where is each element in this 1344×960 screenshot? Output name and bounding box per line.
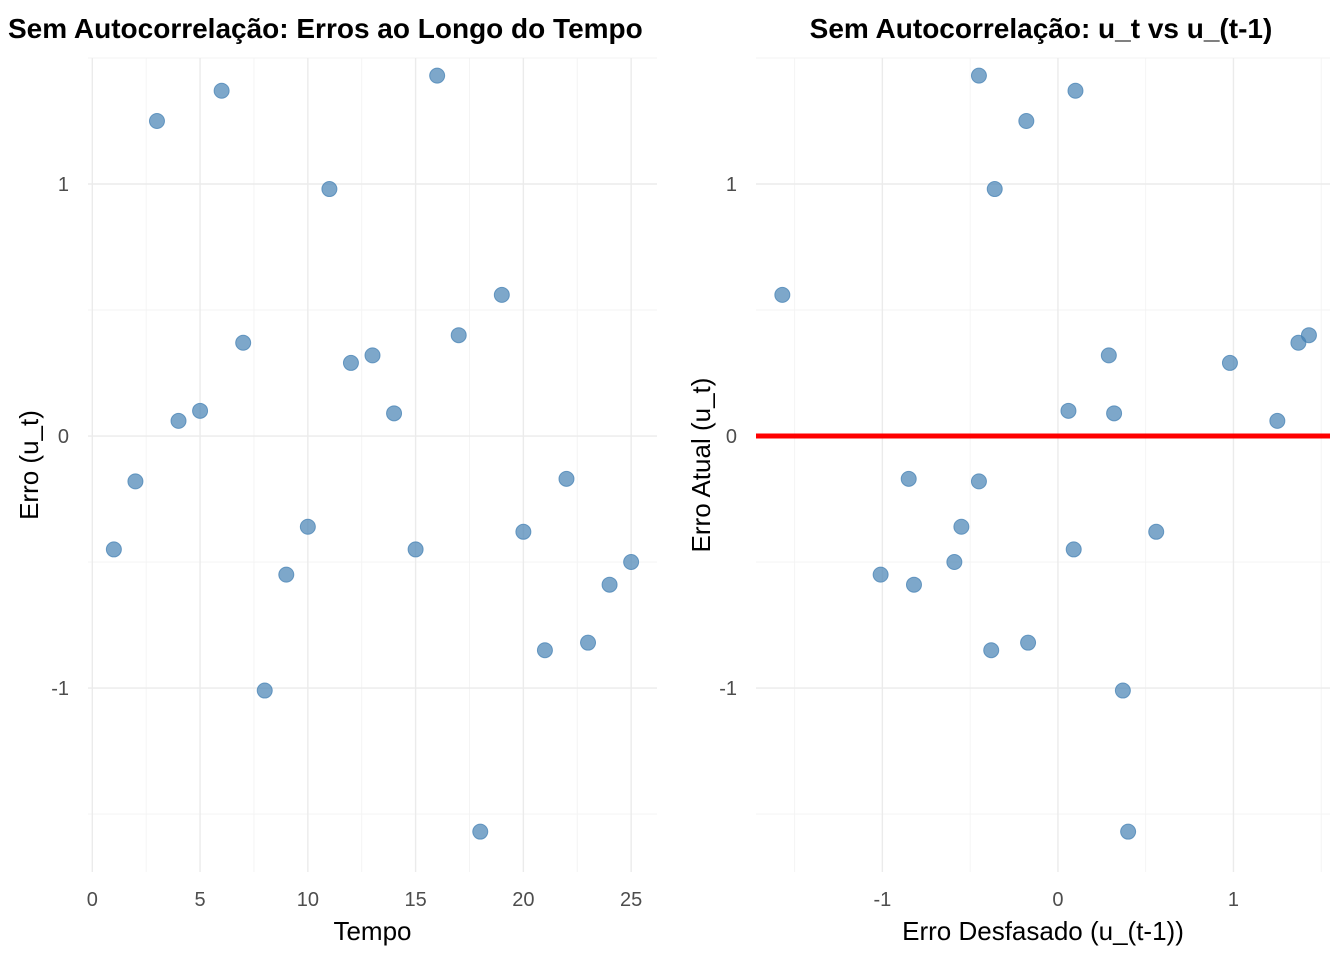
x-tick-label: 0 [1052,889,1063,911]
data-point [278,566,295,583]
data-point [1269,412,1286,429]
data-point [1065,541,1082,558]
x-tick-label: 25 [620,889,642,911]
data-point [900,470,917,487]
data-point [1300,327,1317,344]
y-tick-label: -1 [719,678,737,700]
data-point [1120,823,1137,840]
x-tick-label: 0 [87,889,98,911]
data-point [127,473,144,490]
data-point [515,523,532,540]
y-tick-label: 0 [58,426,69,448]
data-point [235,334,252,351]
data-point [953,518,970,535]
data-point [970,67,987,84]
data-point [986,181,1003,198]
data-point [213,82,230,99]
data-point [256,682,273,699]
x-tick-label: 20 [512,889,534,911]
y-axis-label: Erro (u_t) [14,410,44,520]
data-point [407,541,424,558]
data-point [1148,523,1165,540]
x-tick-label: 10 [297,889,319,911]
data-point [1221,354,1238,371]
x-axis-label: Tempo [333,916,411,946]
data-point [364,347,381,364]
chart-title: Sem Autocorrelação: u_t vs u_(t-1) [810,13,1273,44]
data-point [1114,682,1131,699]
data-point [450,327,467,344]
data-point [983,642,1000,659]
grid [88,57,657,872]
data-point [321,181,338,198]
data-point [1067,82,1084,99]
y-tick-label: 0 [726,426,737,448]
y-axis-label: Erro Atual (u_t) [686,378,716,553]
data-point [1020,634,1037,651]
data-point [192,402,209,419]
data-point [493,286,510,303]
y-tick-label: -1 [51,678,69,700]
data-point [429,67,446,84]
x-axis-label: Erro Desfasado (u_(t-1)) [902,916,1184,946]
data-point [558,470,575,487]
data-point [148,113,165,130]
data-point [386,405,403,422]
data-point [580,634,597,651]
panel-lag-scatter: -1 0 1 -1 0 1 Sem Autocorrelação: u_t vs u_(t-… [686,13,1330,946]
data-point [170,412,187,429]
data-point [1060,402,1077,419]
data-point [774,286,791,303]
x-tick-label: 5 [195,889,206,911]
data-point [1106,405,1123,422]
points [105,67,640,840]
chart-title: Sem Autocorrelação: Erros ao Longo do Te… [8,13,643,44]
data-point [905,576,922,593]
data-point [872,566,889,583]
data-point [472,823,489,840]
x-tick-label: -1 [873,889,891,911]
data-point [105,541,122,558]
data-point [601,576,618,593]
data-point [946,554,963,571]
grid [756,57,1330,872]
y-tick-label: 1 [58,174,69,196]
x-tick-label: 1 [1228,889,1239,911]
points [774,67,1317,840]
x-tick-label: 15 [404,889,426,911]
y-tick-label: 1 [726,174,737,196]
data-point [342,354,359,371]
data-point [1018,113,1035,130]
data-point [299,518,316,535]
data-point [623,554,640,571]
panel-time-series: 0 5 10 15 20 25 -1 0 1 Sem Autocorrelação: Erros … [8,13,657,946]
data-point [1100,347,1117,364]
data-point [536,642,553,659]
data-point [970,473,987,490]
